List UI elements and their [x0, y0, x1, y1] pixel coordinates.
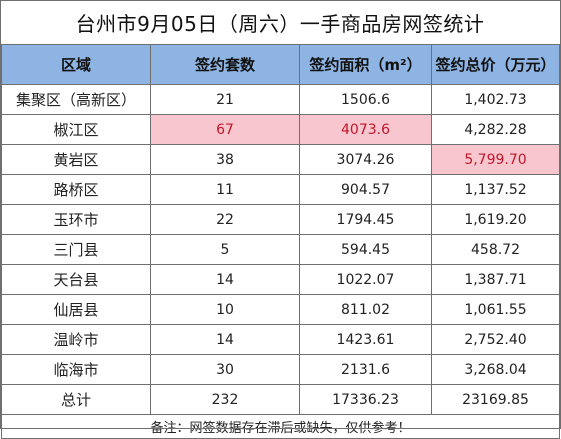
price-cell-highlight: 5,799.70 [431, 144, 560, 175]
region-cell: 玉环市 [1, 204, 151, 235]
region-cell: 三门县 [1, 234, 151, 265]
footnote-row: 备注：网签数据存在滞后或缺失，仅供参考！ [1, 414, 560, 439]
total-units: 232 [150, 384, 300, 415]
region-cell: 椒江区 [1, 114, 151, 145]
price-cell: 1,061.55 [431, 294, 560, 325]
table-row: 椒江区 67 4073.6 4,282.28 [1, 114, 560, 145]
total-label: 总计 [1, 384, 151, 415]
table-row: 温岭市 14 1423.61 2,752.40 [1, 324, 560, 355]
price-cell: 1,402.73 [431, 84, 560, 115]
sales-table: 区域 签约套数 签约面积（m²） 签约总价（万元） 集聚区（高新区） 21 15… [1, 44, 560, 439]
area-cell: 811.02 [299, 294, 432, 325]
table-row: 临海市 30 2131.6 3,268.04 [1, 354, 560, 385]
price-cell: 1,137.52 [431, 174, 560, 205]
area-cell-highlight: 4073.6 [299, 114, 432, 145]
total-row: 总计 232 17336.23 23169.85 [1, 384, 560, 415]
area-cell: 3074.26 [299, 144, 432, 175]
price-cell: 2,752.40 [431, 324, 560, 355]
region-cell: 仙居县 [1, 294, 151, 325]
table-row: 仙居县 10 811.02 1,061.55 [1, 294, 560, 325]
price-cell: 1,387.71 [431, 264, 560, 295]
area-cell: 1794.45 [299, 204, 432, 235]
header-area: 签约面积（m²） [299, 44, 432, 85]
table-title: 台州市9月05日（周六）一手商品房网签统计 [75, 12, 485, 36]
units-cell-highlight: 67 [150, 114, 300, 145]
region-cell: 天台县 [1, 264, 151, 295]
area-cell: 1506.6 [299, 84, 432, 115]
region-cell: 集聚区（高新区） [1, 84, 151, 115]
table-row: 集聚区（高新区） 21 1506.6 1,402.73 [1, 84, 560, 115]
header-units: 签约套数 [150, 44, 300, 85]
header-row: 区域 签约套数 签约面积（m²） 签约总价（万元） [1, 44, 560, 85]
units-cell: 21 [150, 84, 300, 115]
table-row: 天台县 14 1022.07 1,387.71 [1, 264, 560, 295]
units-cell: 14 [150, 264, 300, 295]
region-cell: 黄岩区 [1, 144, 151, 175]
units-cell: 14 [150, 324, 300, 355]
area-cell: 594.45 [299, 234, 432, 265]
header-price: 签约总价（万元） [431, 44, 560, 85]
units-cell: 22 [150, 204, 300, 235]
units-cell: 5 [150, 234, 300, 265]
region-cell: 温岭市 [1, 324, 151, 355]
footnote: 备注：网签数据存在滞后或缺失，仅供参考！ [1, 414, 560, 439]
table-row: 三门县 5 594.45 458.72 [1, 234, 560, 265]
area-cell: 904.57 [299, 174, 432, 205]
units-cell: 30 [150, 354, 300, 385]
area-cell: 2131.6 [299, 354, 432, 385]
total-area: 17336.23 [299, 384, 432, 415]
price-cell: 458.72 [431, 234, 560, 265]
area-cell: 1022.07 [299, 264, 432, 295]
price-cell: 4,282.28 [431, 114, 560, 145]
total-price: 23169.85 [431, 384, 560, 415]
region-cell: 临海市 [1, 354, 151, 385]
units-cell: 38 [150, 144, 300, 175]
price-cell: 1,619.20 [431, 204, 560, 235]
units-cell: 11 [150, 174, 300, 205]
table-row: 黄岩区 38 3074.26 5,799.70 [1, 144, 560, 175]
units-cell: 10 [150, 294, 300, 325]
table-row: 玉环市 22 1794.45 1,619.20 [1, 204, 560, 235]
table-row: 路桥区 11 904.57 1,137.52 [1, 174, 560, 205]
area-cell: 1423.61 [299, 324, 432, 355]
header-region: 区域 [1, 44, 151, 85]
price-cell: 3,268.04 [431, 354, 560, 385]
region-cell: 路桥区 [1, 174, 151, 205]
